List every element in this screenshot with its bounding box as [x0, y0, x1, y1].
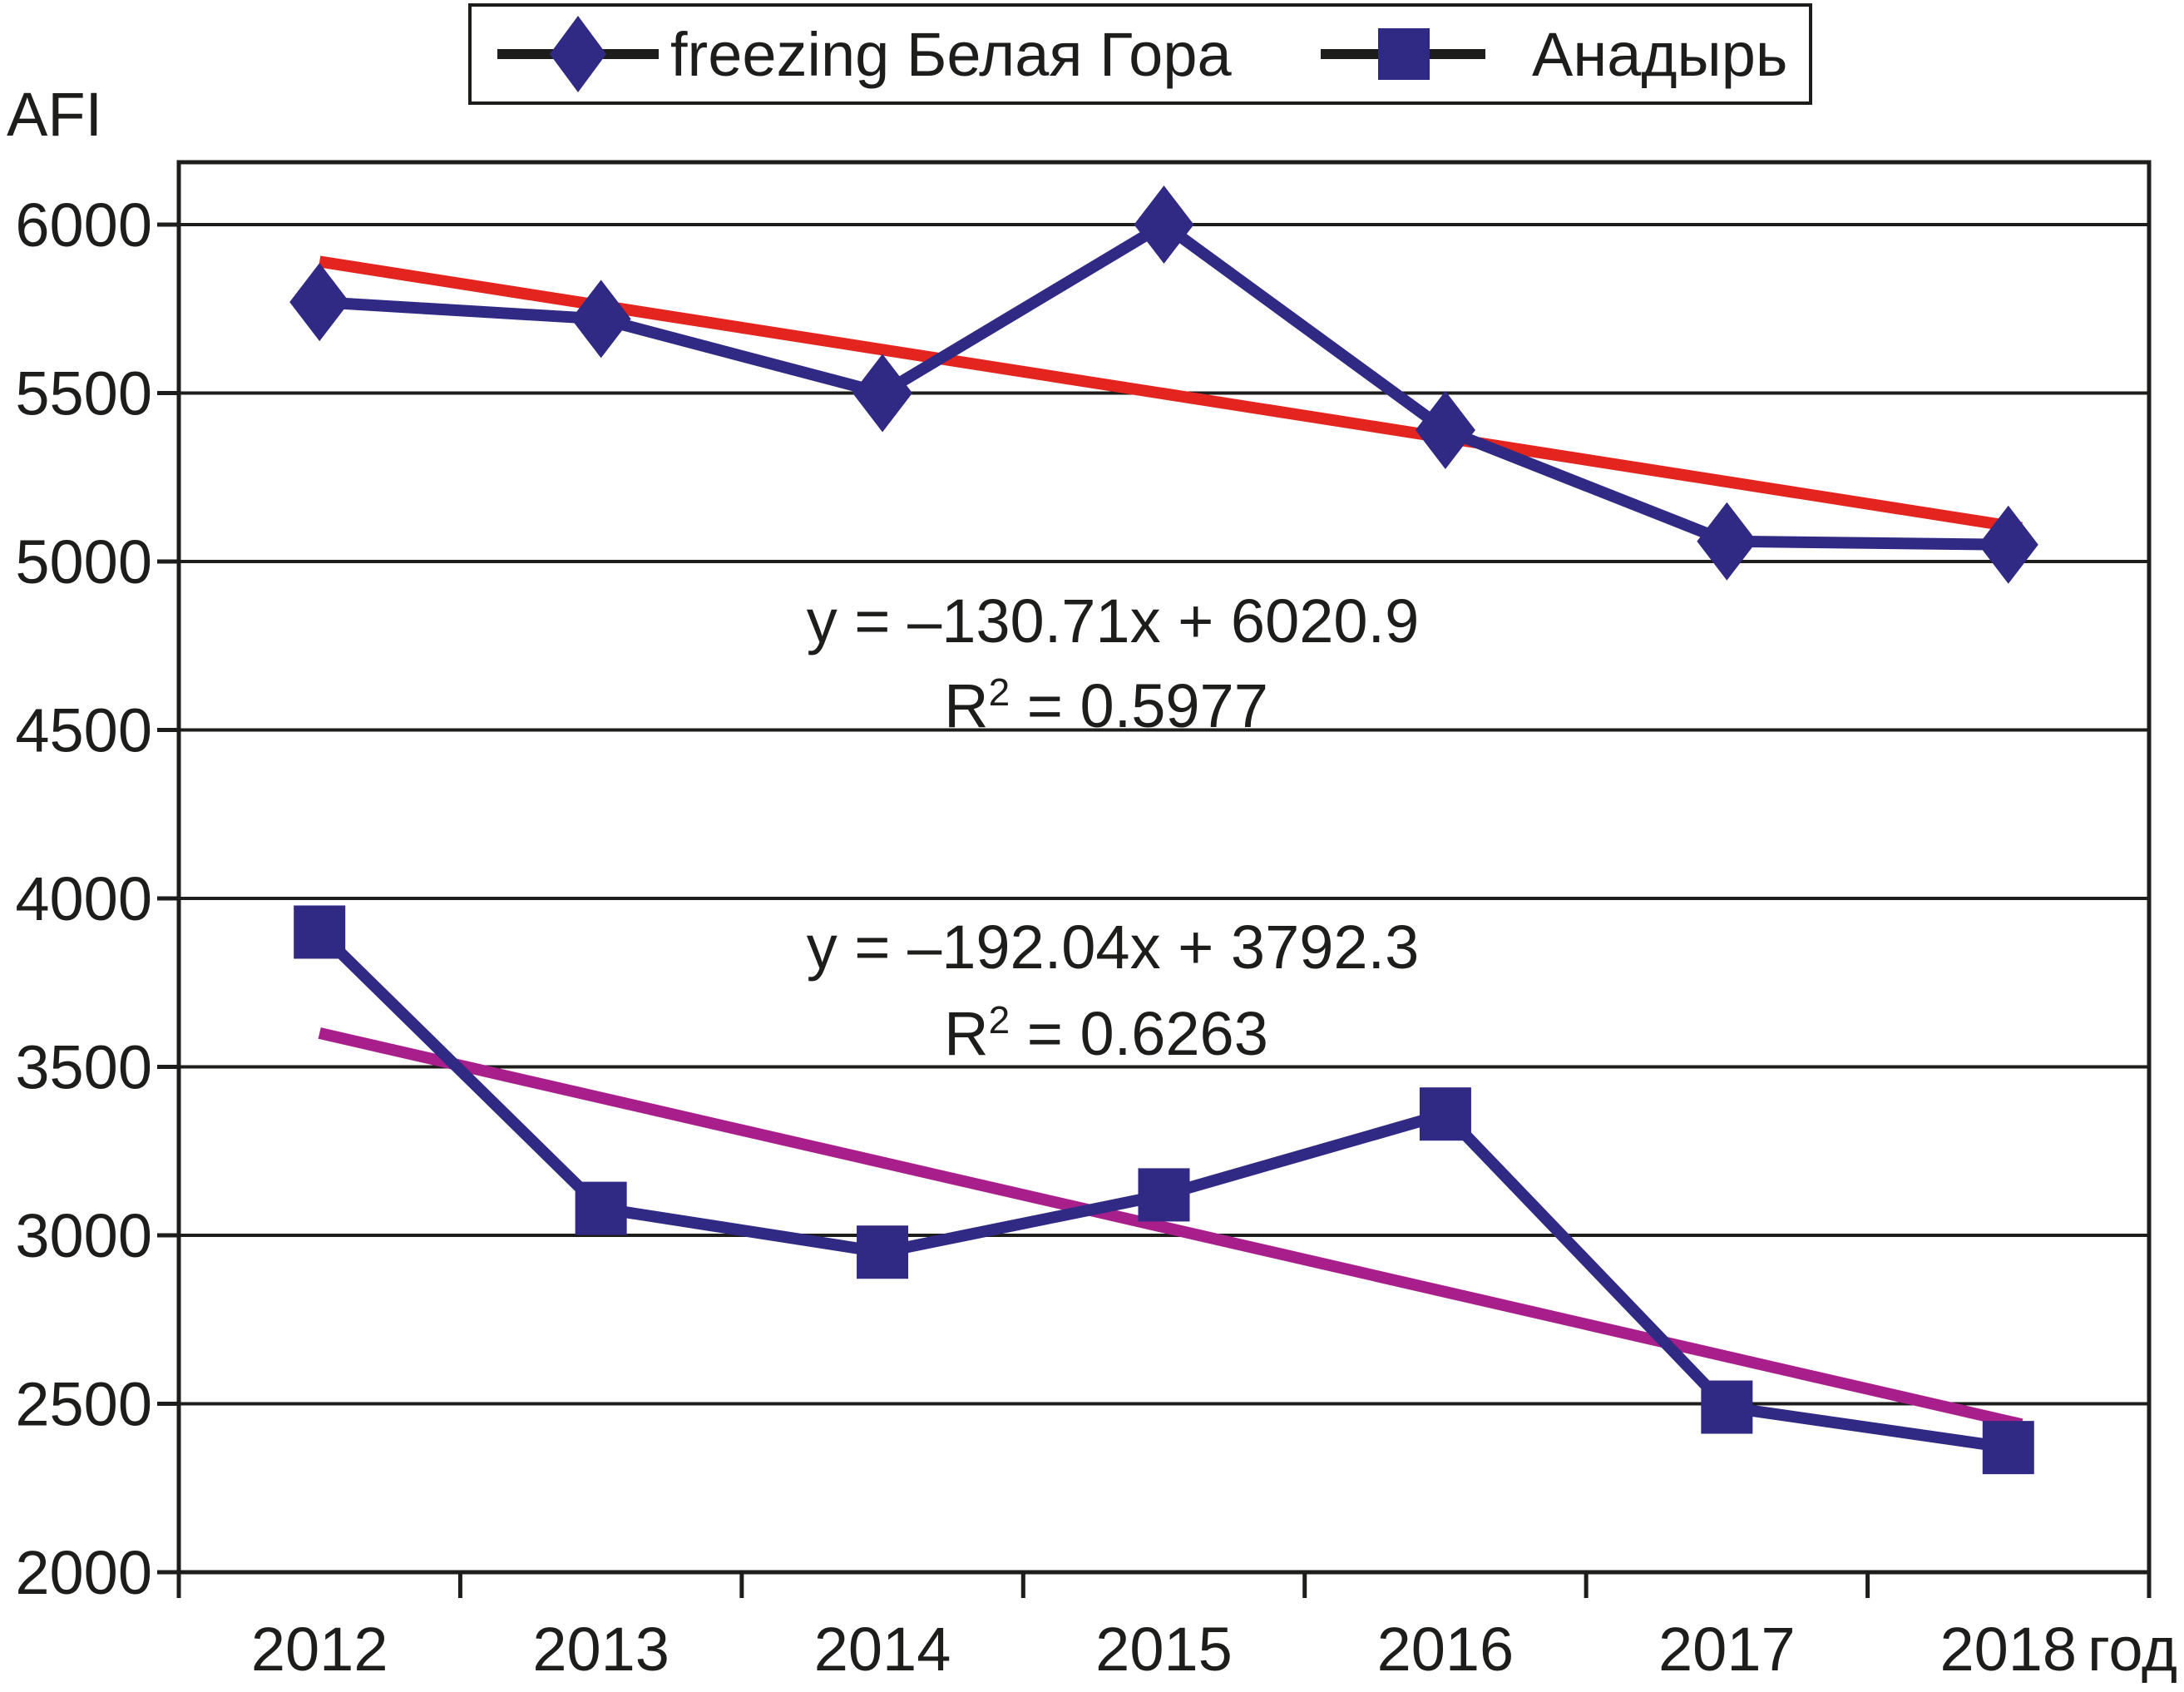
- legend-label-anadyr: Анадырь: [1532, 20, 1787, 89]
- tick-labels-layer: 6000 5500 5000 4500 4000 3500 3000 2500 2000 2012…: [15, 190, 2077, 1684]
- data-point-marker: [1697, 502, 1757, 581]
- y-tick-label: 5500: [15, 359, 152, 428]
- trend1-r2-label: R2 = 0.5977: [944, 670, 1268, 740]
- trendlines-layer: [318, 255, 2023, 1431]
- r2-exponent: 2: [989, 998, 1010, 1041]
- y-tick-label: 6000: [15, 190, 152, 260]
- data-point-marker: [1978, 505, 2038, 584]
- data-point-marker: [575, 1181, 627, 1235]
- legend-item-belaya-gora: freezing Белая Гора: [497, 16, 1232, 92]
- series-line: [319, 217, 2009, 551]
- trendline: [318, 1027, 2023, 1431]
- trend2-equation-label: y = –192.04x + 3792.3: [807, 913, 1420, 982]
- data-point-marker: [1419, 1087, 1471, 1141]
- data-point-marker: [294, 905, 346, 959]
- data-point-marker: [1701, 1380, 1753, 1434]
- trend2-r2-label: R2 = 0.6263: [944, 998, 1268, 1068]
- data-point-marker: [1138, 1168, 1190, 1222]
- ticks-layer: [157, 222, 2152, 1598]
- y-tick-label: 4500: [15, 696, 152, 765]
- gridlines-layer: [179, 223, 2149, 1406]
- r2-value: = 0.5977: [1010, 671, 1268, 740]
- series-layer: [289, 186, 2038, 1475]
- data-point-marker: [571, 280, 631, 359]
- data-point-marker: [852, 354, 913, 433]
- y-tick-label: 2000: [15, 1538, 152, 1607]
- x-tick-label: 2012: [251, 1615, 388, 1684]
- x-tick-label: 2017: [1658, 1615, 1796, 1684]
- legend-label-belaya-gora: freezing Белая Гора: [670, 20, 1232, 89]
- trendline: [319, 255, 2023, 534]
- plot-frame: [176, 160, 2152, 1575]
- legend-item-anadyr: Анадырь: [1321, 20, 1787, 89]
- y-axis-title: AFI: [7, 80, 102, 149]
- x-axis-unit-label: год: [2088, 1615, 2177, 1684]
- data-point-marker: [1415, 391, 1475, 470]
- x-tick-label: 2013: [532, 1615, 670, 1684]
- trend1-equation-label: y = –130.71x + 6020.9: [807, 586, 1420, 656]
- r2-exponent: 2: [989, 670, 1010, 714]
- data-point-marker: [1134, 186, 1194, 264]
- x-tick-label: 2016: [1377, 1615, 1514, 1684]
- legend-box: [468, 3, 1812, 105]
- y-tick-label: 2500: [15, 1370, 152, 1439]
- r2-base: R: [944, 671, 988, 740]
- r2-base: R: [944, 999, 988, 1068]
- data-point-marker: [857, 1225, 909, 1279]
- x-tick-label: 2015: [1095, 1615, 1233, 1684]
- y-tick-label: 3000: [15, 1201, 152, 1270]
- legend: freezing Белая Гора Анадырь: [468, 3, 1812, 105]
- diamond-marker-icon: [550, 16, 606, 92]
- y-tick-label: 4000: [15, 864, 152, 933]
- y-tick-label: 5000: [15, 527, 152, 596]
- r2-value: = 0.6263: [1010, 999, 1268, 1068]
- data-point-marker: [1982, 1421, 2034, 1475]
- x-tick-label: 2014: [814, 1615, 951, 1684]
- x-tick-label: 2018: [1939, 1615, 2077, 1684]
- data-point-marker: [289, 263, 350, 342]
- trend-annotation-2: y = –192.04x + 3792.3 R2 = 0.6263: [807, 913, 1420, 1068]
- square-marker-icon: [1378, 28, 1430, 80]
- trend-annotation-1: y = –130.71x + 6020.9 R2 = 0.5977: [807, 586, 1420, 740]
- y-tick-label: 3500: [15, 1033, 152, 1102]
